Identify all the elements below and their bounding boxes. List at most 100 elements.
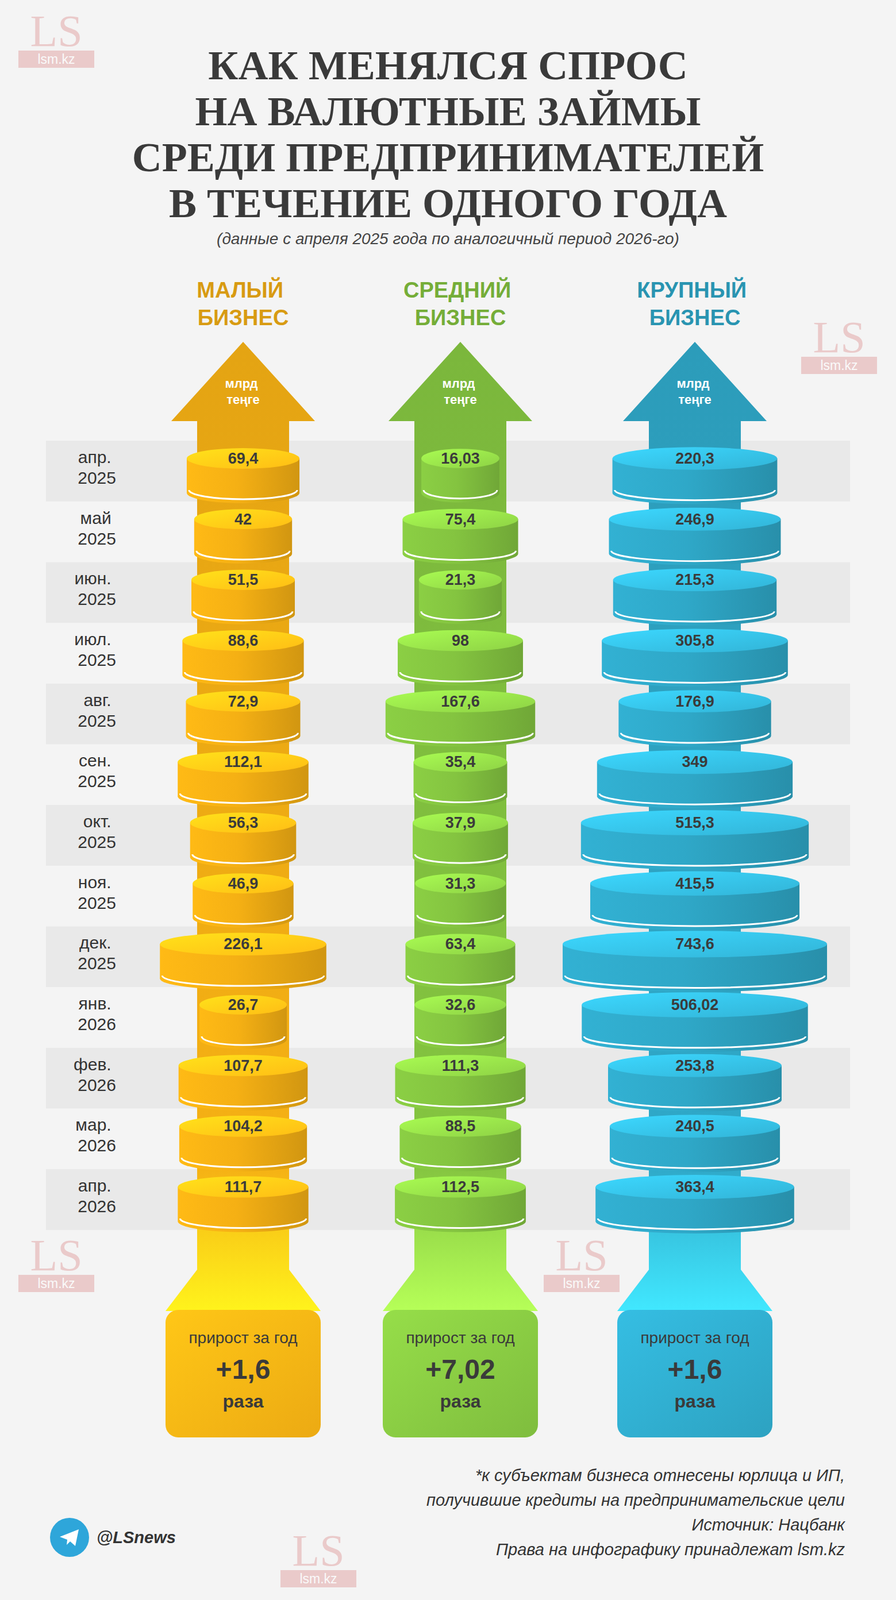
telegram-icon [50,1518,90,1558]
watermark-box [543,1275,620,1293]
title-line: В ТЕЧЕНИЕ ОДНОГО ГОДА [168,180,728,227]
data-label: 220,3 [675,450,715,468]
month-label: окт. 2025 [77,812,117,852]
data-label: 246,9 [675,510,715,529]
data-label: 31,3 [445,875,476,893]
disc-top [608,1054,782,1078]
disc-top [601,629,788,653]
disc: 506,02 [581,992,808,1053]
data-label: 26,7 [228,996,259,1014]
discs: 69,44251,588,672,9112,156,346,9226,126,7… [159,448,327,1233]
data-label: 88,5 [445,1117,476,1136]
watermark-box [280,1570,357,1588]
growth-label: прирост за год [640,1329,749,1348]
disc-top [402,509,518,530]
disc: 21,3 [418,570,502,625]
growth-value: +1,6 [667,1354,723,1386]
disc-top [394,1176,526,1198]
column-head: СРЕДНИЙ БИЗНЕС [403,277,518,330]
watermark-logo: LS [29,5,83,56]
watermarks: LSlsm.kzLSlsm.kzLSlsm.kzLSlsm.kzLSlsm.kz [18,5,878,1588]
disc-rim [401,1158,519,1168]
data-label: 415,5 [675,875,715,893]
watermark-box [801,356,878,375]
disc-rim [397,1097,524,1108]
data-label: 107,7 [223,1057,263,1075]
growth-box [382,1310,538,1438]
disc: 363,4 [595,1175,795,1234]
infographic: LSlsm.kzLSlsm.kzLSlsm.kzLSlsm.kzLSlsm.kz… [0,0,896,1600]
disc: 112,1 [177,751,309,808]
data-label: 253,8 [675,1057,715,1075]
disc-rim [612,1158,778,1169]
data-label: 21,3 [445,571,476,589]
disc-top [421,448,500,468]
disc-top [177,751,309,774]
data-label: 16,03 [440,450,480,468]
telegram-circle [50,1518,90,1558]
disc-top [194,509,292,530]
data-label: 37,9 [445,814,476,832]
watermark-site: lsm.kz [37,1276,75,1292]
disc-top [385,690,536,713]
note: *к субъектам бизнеса отнесены юрлица и И… [475,1466,845,1486]
disc: 107,7 [178,1055,309,1111]
month-label: фев. 2026 [73,1055,117,1095]
watermark-logo: LS [29,1230,83,1281]
growth-label: прирост за год [188,1329,298,1348]
disc: 349 [597,750,793,810]
disc: 16,03 [421,448,500,503]
disc-top [190,812,297,833]
month-label: апр. 2026 [77,1176,117,1217]
disc-rim [179,793,307,804]
disc: 415,5 [590,871,800,931]
disc-rim [196,551,290,560]
disc-top [609,508,782,532]
growth-value: +7,02 [425,1354,495,1386]
disc: 253,8 [608,1054,782,1113]
watermark-logo: LS [555,1230,608,1281]
disc: 226,1 [159,933,327,991]
column: МАЛЫЙ БИЗНЕСмлрд теңге69,44251,588,672,9… [159,277,327,1438]
disc-rim [162,975,325,987]
disc-top [182,630,304,652]
month-label: мар. 2026 [75,1115,117,1156]
disc-rim [421,611,500,621]
discs: 220,3246,9215,3305,8176,9349515,3415,574… [562,447,828,1234]
disc-rim [423,490,498,499]
disc-rim [189,490,298,500]
disc-top [186,691,301,713]
watermark: LSlsm.kz [18,1230,95,1293]
title-line: КАК МЕНЯЛСЯ СПРОС [208,42,688,89]
data-label: 104,2 [223,1117,263,1136]
disc: 111,3 [394,1055,526,1111]
disc: 167,6 [385,690,536,747]
disc-rim [387,733,533,744]
disc-rim [599,793,791,805]
data-label: 226,1 [223,935,263,953]
disc: 98 [397,630,524,687]
disc-top [159,933,327,957]
disc: 75,4 [402,509,518,565]
data-label: 88,6 [228,632,259,650]
data-label: 240,5 [675,1117,715,1136]
disc-top [581,810,809,836]
data-label: 111,7 [224,1178,263,1197]
disc-rim [620,733,769,744]
disc-rim [188,733,299,743]
disc-rim [194,915,291,925]
disc-rim [604,672,786,683]
disc: 37,9 [412,813,509,868]
data-label: 69,4 [228,450,259,468]
disc-top [418,570,502,590]
watermark: LSlsm.kz [543,1230,620,1293]
watermark: LSlsm.kz [18,5,95,68]
arrow [382,341,538,1312]
growth-value: +1,6 [216,1354,271,1386]
disc-top [590,871,800,896]
disc-rim [181,1158,305,1168]
column-head: КРУПНЫЙ БИЗНЕС [636,277,753,330]
disc-rim [400,672,521,682]
disc: 88,6 [182,630,304,686]
disc-top [609,1114,780,1138]
